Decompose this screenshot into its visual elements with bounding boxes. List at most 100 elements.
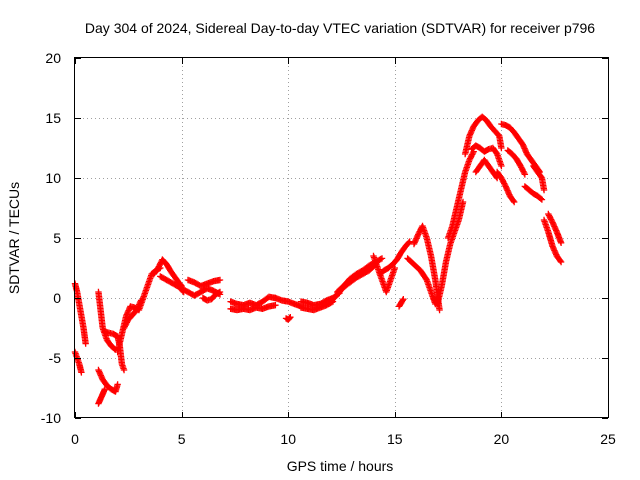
data-point (518, 164, 525, 171)
data-point (519, 167, 526, 174)
data-point (520, 168, 527, 175)
data-point (521, 171, 529, 178)
y-tick-label: 10 (45, 170, 61, 186)
data-point (114, 381, 121, 388)
data-point (510, 198, 518, 206)
series-seg-a (71, 280, 89, 347)
y-tick-label: 15 (45, 110, 61, 126)
data-point (557, 239, 565, 246)
data-point (469, 151, 476, 158)
data-point (498, 176, 506, 183)
data-point (286, 314, 293, 322)
data-point (546, 213, 553, 220)
data-point (498, 144, 505, 152)
series-seg-l (184, 276, 224, 290)
data-point (500, 179, 507, 186)
data-point (537, 195, 545, 202)
x-axis-title: GPS time / hours (287, 458, 394, 474)
series-seg-q (282, 314, 294, 323)
series-seg-m (199, 288, 224, 304)
series-seg-ah (504, 147, 529, 178)
series-seg-p (272, 294, 305, 310)
data-point (545, 212, 553, 219)
data-point (377, 255, 384, 263)
series-seg-d (95, 366, 121, 395)
data-point (156, 262, 163, 269)
data-point (510, 197, 517, 204)
y-tick-label: 20 (45, 50, 61, 66)
data-point (123, 319, 131, 326)
data-point (405, 239, 413, 246)
data-point (216, 276, 224, 284)
series-seg-h (120, 297, 145, 332)
data-point (287, 314, 294, 321)
data-point (517, 162, 524, 170)
series-seg-j (157, 273, 187, 296)
data-point (120, 324, 128, 332)
series-seg-ac (461, 113, 505, 158)
grid (75, 58, 608, 418)
data-point (547, 215, 554, 222)
x-tick-label: 15 (387, 431, 403, 447)
data-point (540, 186, 548, 194)
data-point (120, 366, 128, 374)
data-point (154, 264, 162, 272)
chart-title: Day 304 of 2024, Sidereal Day-to-day VTE… (85, 20, 595, 36)
data-point (547, 216, 555, 223)
y-axis-title: SDTVAR / TECUs (6, 182, 22, 294)
series-seg-o (227, 302, 279, 314)
data-point (406, 238, 413, 245)
data-point (122, 320, 130, 327)
series-seg-e (95, 386, 109, 407)
data-point (399, 297, 406, 304)
y-tick-label: -10 (41, 410, 61, 426)
data-point (557, 257, 564, 264)
x-tick-label: 25 (600, 431, 616, 447)
data-point (499, 177, 507, 184)
x-tick-label: 0 (71, 431, 79, 447)
series-seg-c (95, 288, 119, 353)
data-point (538, 196, 546, 203)
series-seg-ai (521, 183, 546, 203)
plot-frame (74, 57, 609, 418)
x-tick-label: 5 (178, 431, 186, 447)
data-point (272, 302, 279, 309)
series-seg-ab (444, 148, 477, 242)
y-tick-label: 5 (53, 230, 61, 246)
data-point (466, 155, 474, 162)
data-point (468, 152, 475, 159)
data-point (101, 386, 109, 393)
series-seg-i (150, 256, 185, 290)
series-seg-w (376, 238, 413, 278)
data-point (466, 156, 473, 164)
data-points (71, 113, 565, 407)
data-point (157, 260, 164, 267)
data-point (155, 263, 163, 270)
series-seg-b (71, 348, 85, 376)
series-seg-ad (468, 142, 505, 170)
data-point (436, 306, 443, 314)
data-point (467, 154, 475, 161)
y-tick-label: -5 (49, 350, 62, 366)
data-point (415, 229, 423, 237)
data-point (498, 162, 505, 170)
data-point (78, 369, 85, 376)
data-point (122, 322, 129, 329)
data-point (82, 340, 89, 347)
data-point (400, 296, 407, 303)
data-point (545, 210, 552, 218)
data-point (378, 255, 386, 262)
data-point (518, 165, 526, 172)
x-tick-label: 20 (494, 431, 510, 447)
series-seg-af (493, 168, 518, 206)
data-point (121, 323, 128, 330)
data-point (557, 258, 565, 266)
series-seg-y (404, 255, 439, 308)
data-point (216, 288, 224, 296)
axis-ticks (75, 58, 609, 419)
data-point (498, 174, 505, 182)
y-tick-label: 0 (53, 290, 61, 306)
series-seg-z (410, 222, 443, 314)
tick-labels: 0 5 10 15 20 25 -10 -5 0 5 10 15 20 (41, 50, 616, 447)
